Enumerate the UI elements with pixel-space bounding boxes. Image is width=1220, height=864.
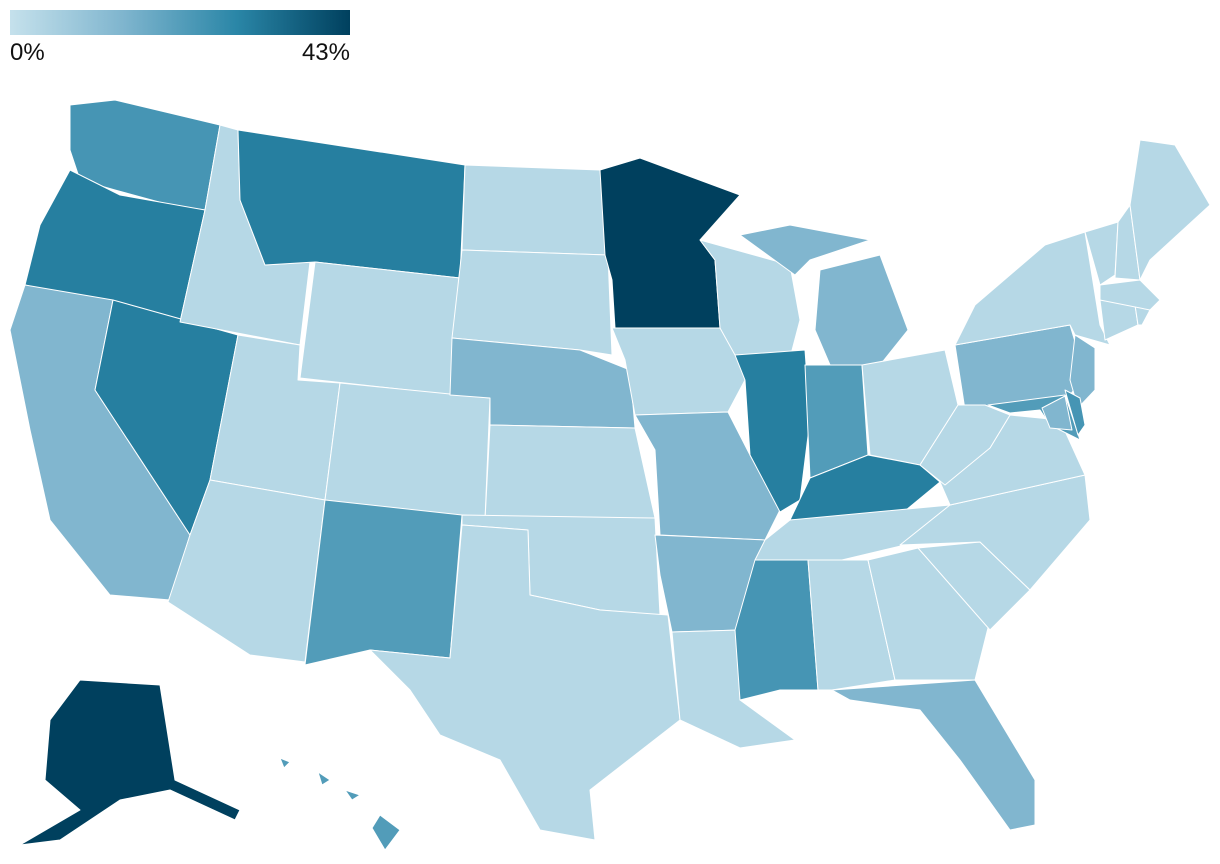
- state: [1099, 279, 1161, 311]
- state: [19, 679, 241, 846]
- state: [807, 559, 896, 691]
- state-shape: [814, 254, 909, 366]
- state: [279, 757, 401, 851]
- state: [831, 679, 1036, 831]
- state: [237, 129, 466, 279]
- state-shape: [739, 224, 871, 276]
- state-shape: [954, 231, 1111, 346]
- state: [1129, 139, 1211, 281]
- state-shape: [279, 757, 291, 769]
- state-shape: [867, 547, 991, 681]
- state-shape: [344, 789, 361, 801]
- state-shape: [19, 679, 241, 846]
- legend-gradient: [10, 10, 350, 35]
- state-shape: [1129, 139, 1211, 281]
- state-shape: [304, 499, 463, 666]
- state: [1069, 334, 1096, 409]
- state-shape: [1064, 389, 1086, 436]
- state-shape: [1041, 395, 1073, 431]
- state: [484, 424, 656, 521]
- state-shape: [324, 382, 491, 521]
- state-shape: [299, 261, 461, 396]
- state: [299, 261, 461, 396]
- state: [304, 499, 463, 666]
- state-shape: [831, 679, 1036, 831]
- state: [734, 349, 811, 513]
- state-shape: [919, 404, 1011, 486]
- state-shape: [371, 814, 401, 851]
- state: [634, 411, 781, 541]
- legend-label: 0%: [10, 39, 45, 66]
- state: [1041, 395, 1073, 431]
- state: [451, 249, 613, 356]
- state: [461, 164, 609, 256]
- state-shape: [807, 559, 896, 691]
- state-shape: [237, 129, 466, 279]
- state-shape: [634, 411, 781, 541]
- state-shape: [1069, 334, 1096, 409]
- state-shape: [734, 349, 811, 513]
- state: [324, 382, 491, 521]
- state-shape: [317, 771, 331, 786]
- state: [1064, 389, 1086, 436]
- state-shape: [461, 164, 609, 256]
- legend-label: 43%: [302, 39, 350, 66]
- state-shape: [484, 424, 656, 521]
- state-shape: [451, 249, 613, 356]
- state-shape: [1099, 279, 1161, 311]
- state: [919, 404, 1011, 486]
- state: [954, 231, 1111, 346]
- state: [867, 547, 991, 681]
- state: [739, 224, 909, 366]
